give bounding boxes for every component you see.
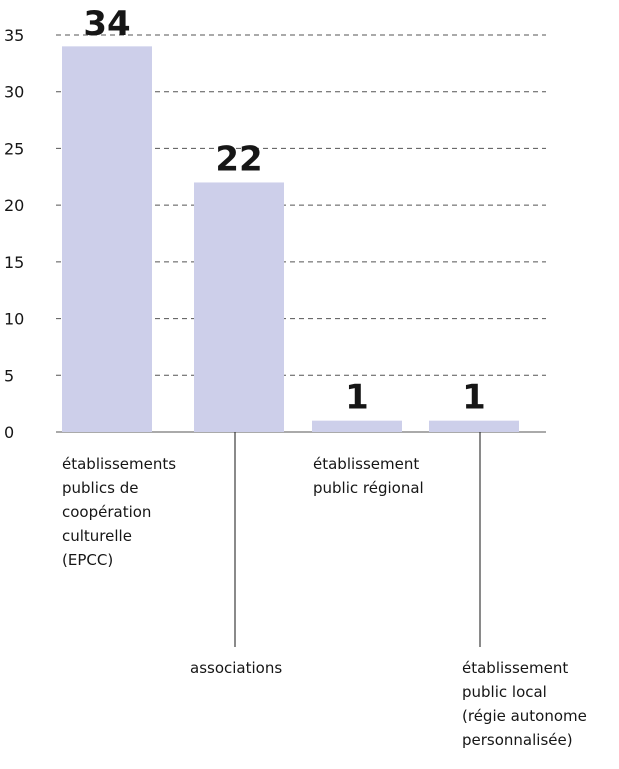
- label-leader-lines: [234, 432, 481, 647]
- y-tick-label: 25: [4, 139, 24, 158]
- category-label-line: publics de: [62, 479, 139, 497]
- y-tick-label: 5: [4, 366, 14, 385]
- category-label-line: coopération: [62, 503, 152, 521]
- category-label-line: public régional: [313, 479, 424, 497]
- value-label: 1: [345, 378, 369, 418]
- y-tick-label: 10: [4, 310, 24, 329]
- value-labels: 34 22 1 1: [83, 4, 486, 418]
- category-label: établissement public local (régie autonome…: [462, 656, 587, 752]
- y-tick-label: 20: [4, 196, 24, 215]
- y-tick-label: 0: [4, 423, 14, 442]
- category-label-line: personnalisée): [462, 731, 573, 749]
- category-label: établissement public régional: [313, 452, 424, 500]
- value-label: 34: [83, 4, 130, 44]
- y-tick-label: 15: [4, 253, 24, 272]
- bars: [62, 46, 519, 432]
- category-label: établissements publics de coopération cultu…: [62, 452, 176, 572]
- y-tick-label: 35: [4, 26, 24, 45]
- bar: [194, 182, 284, 432]
- bar: [429, 420, 519, 432]
- category-label-line: associations: [190, 659, 283, 677]
- category-label-line: (régie autonome: [462, 707, 587, 725]
- category-label-line: culturelle: [62, 527, 132, 545]
- category-label-line: (EPCC): [62, 551, 114, 569]
- category-label-line: établissement: [313, 455, 420, 473]
- value-label: 22: [215, 139, 262, 179]
- category-label-line: public local: [462, 683, 547, 701]
- bar: [62, 46, 152, 432]
- bar: [312, 420, 402, 432]
- y-axis-ticks: 0 5 10 15 20 25 30 35: [4, 26, 24, 442]
- category-label-line: établissement: [462, 659, 569, 677]
- category-label-line: établissements: [62, 455, 177, 473]
- y-tick-label: 30: [4, 83, 24, 102]
- value-label: 1: [462, 378, 486, 418]
- category-label: associations: [190, 656, 282, 680]
